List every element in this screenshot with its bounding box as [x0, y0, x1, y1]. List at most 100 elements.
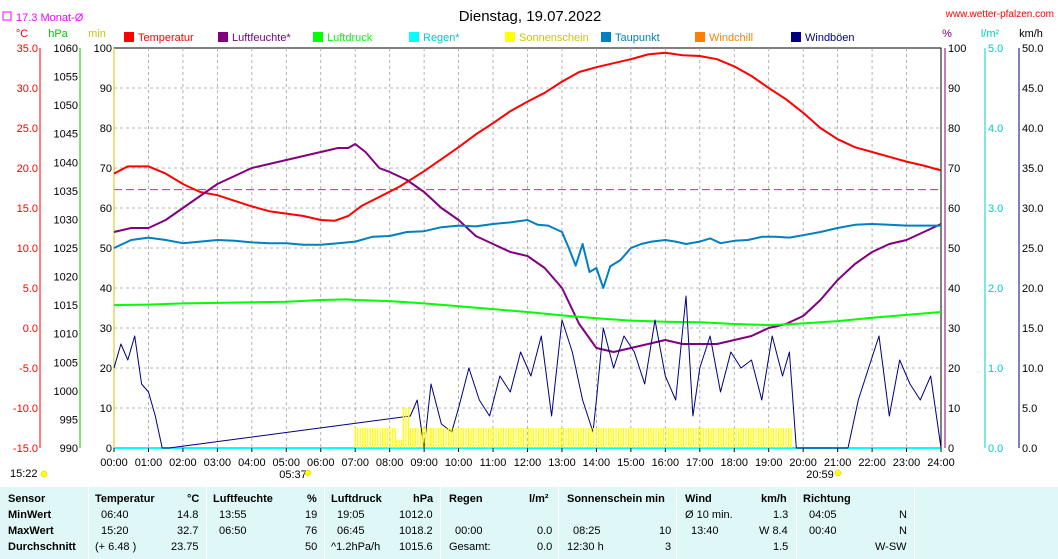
xtick-16: 16:00	[652, 457, 680, 469]
monthly-avg-label: 17.3 Monat-Ø	[16, 12, 84, 24]
row-label-avg: Durchschnitt	[8, 541, 76, 553]
tick-pressure-3: 1045	[54, 129, 78, 141]
tick-humidity-1: 90	[948, 83, 960, 95]
stats-table: Sensor MinWert MaxWert Durchschnitt Temp…	[0, 487, 1058, 559]
tick-sun-5: 50	[100, 243, 112, 255]
hum-min-time: 13:55	[219, 509, 247, 521]
press-max-time: 06:45	[337, 525, 365, 537]
press-avg-note: ^1.2hPa/h	[331, 541, 381, 553]
xtick-6: 06:00	[307, 457, 335, 469]
tick-temp-5: 10.0	[17, 243, 38, 255]
col-wind: Wind km/h Ø 10 min. 1.3 13:40 W 8.4 1.5	[676, 487, 797, 559]
temp-min-value: 14.8	[177, 509, 199, 521]
sunset-label: 20:59	[806, 469, 834, 481]
series-temperatur	[113, 51, 942, 222]
temp-max-value: 32.7	[177, 525, 199, 537]
xtick-14: 14:00	[583, 457, 611, 469]
tick-wind-8: 10.0	[1022, 363, 1043, 375]
tick-pressure-4: 1040	[54, 157, 78, 169]
tick-sun-4: 60	[100, 203, 112, 215]
tick-sun-8: 20	[100, 363, 112, 375]
xtick-0: 00:00	[100, 457, 128, 469]
tick-humidity-9: 10	[948, 403, 960, 415]
tick-wind-6: 20.0	[1022, 283, 1043, 295]
tick-pressure-13: 995	[60, 414, 78, 426]
wind-min-time: Ø 10 min.	[685, 509, 733, 521]
tick-humidity-7: 30	[948, 323, 960, 335]
tick-pressure-12: 1000	[54, 386, 78, 398]
xtick-9: 09:00	[410, 457, 438, 469]
xtick-22: 22:00	[858, 457, 886, 469]
monthly-avg-swatch	[2, 11, 12, 21]
sun-icon-set	[834, 469, 842, 477]
series-windben	[113, 295, 942, 449]
xtick-11: 11:00	[480, 457, 507, 469]
xtick-4: 04:00	[238, 457, 266, 469]
xtick-7: 07:00	[341, 457, 369, 469]
xtick-5: 05:00	[273, 457, 301, 469]
legend-swatch-4	[505, 32, 515, 42]
unit-right-0: %	[942, 28, 952, 40]
xtick-23: 23:00	[893, 457, 921, 469]
hum-min-value: 19	[305, 509, 318, 521]
legend-swatch-5	[601, 32, 611, 42]
tick-pressure-2: 1050	[54, 100, 78, 112]
rain-max-time: 00:00	[455, 525, 483, 537]
tick-humidity-4: 60	[948, 203, 960, 215]
tick-pressure-9: 1015	[54, 300, 78, 312]
legend-label-7: Windböen	[805, 32, 855, 44]
tick-humidity-8: 20	[948, 363, 960, 375]
wind-max-value: W 8.4	[759, 525, 788, 537]
press-max-value: 1018.2	[399, 525, 433, 537]
rain-max-value: 0.0	[537, 525, 553, 537]
tick-rain-3: 2.0	[988, 283, 1003, 295]
temp-max-time: 15:20	[101, 525, 129, 537]
wind-max-time: 13:40	[691, 525, 719, 537]
tick-pressure-6: 1030	[54, 214, 78, 226]
tick-temp-6: 5.0	[23, 283, 38, 295]
tick-wind-10: 0.0	[1022, 443, 1037, 455]
xtick-21: 21:00	[824, 457, 852, 469]
dir-avg-value: W-SW	[875, 541, 907, 553]
rain-avg-value: 0.0	[537, 541, 553, 553]
xtick-8: 08:00	[376, 457, 404, 469]
xtick-17: 17:00	[686, 457, 714, 469]
tick-wind-5: 25.0	[1022, 243, 1043, 255]
legend-label-6: Windchill	[709, 32, 753, 44]
legend-swatch-1	[218, 32, 228, 42]
left-axes: 35.0 30.0 25.0 20.0 15.0 10.0 5.0 0.0 -5.0 -10.0 -…	[13, 43, 115, 455]
xtick-24: 24:00	[927, 457, 955, 469]
tick-pressure-11: 1005	[54, 357, 78, 369]
sun-max-value: 10	[659, 525, 672, 537]
dir-min-time: 04:05	[809, 509, 837, 521]
unit-right-1: l/m²	[981, 28, 1000, 40]
tick-temp-1: 30.0	[17, 83, 38, 95]
legend-swatch-2	[313, 32, 323, 42]
series-taupunkt	[113, 219, 942, 289]
tick-wind-2: 40.0	[1022, 123, 1043, 135]
hum-header: Luftfeuchte	[213, 493, 273, 505]
temp-header: Temperatur	[95, 493, 155, 505]
press-header: Luftdruck	[331, 493, 382, 505]
hum-max-value: 76	[305, 525, 318, 537]
tick-wind-9: 5.0	[1022, 403, 1037, 415]
series-luftdruck	[113, 298, 942, 327]
press-avg-value: 1015.6	[399, 541, 433, 553]
legend-swatch-3	[409, 32, 419, 42]
temp-min-time: 06:40	[101, 509, 129, 521]
site-link[interactable]: www.wetter-pfalzen.com	[945, 9, 1054, 20]
unit-left-0: °C	[16, 28, 28, 40]
tick-sun-2: 80	[100, 123, 112, 135]
sun-avg-value: 3	[665, 541, 672, 553]
tick-temp-3: 20.0	[17, 163, 38, 175]
series-line-5	[113, 295, 942, 449]
xtick-2: 02:00	[169, 457, 197, 469]
col-temperature: Temperatur °C 06:40 14.8 15:20 32.7 (+ 6…	[88, 487, 207, 559]
series-line-2	[113, 298, 942, 327]
tick-wind-4: 30.0	[1022, 203, 1043, 215]
legend-label-2: Luftdruck	[327, 32, 373, 44]
legend-label-0: Temperatur	[138, 32, 194, 44]
wind-avg-value: 1.5	[773, 541, 789, 553]
sunrise-label: 05:37	[279, 469, 307, 481]
dir-header: Richtung	[803, 493, 851, 505]
